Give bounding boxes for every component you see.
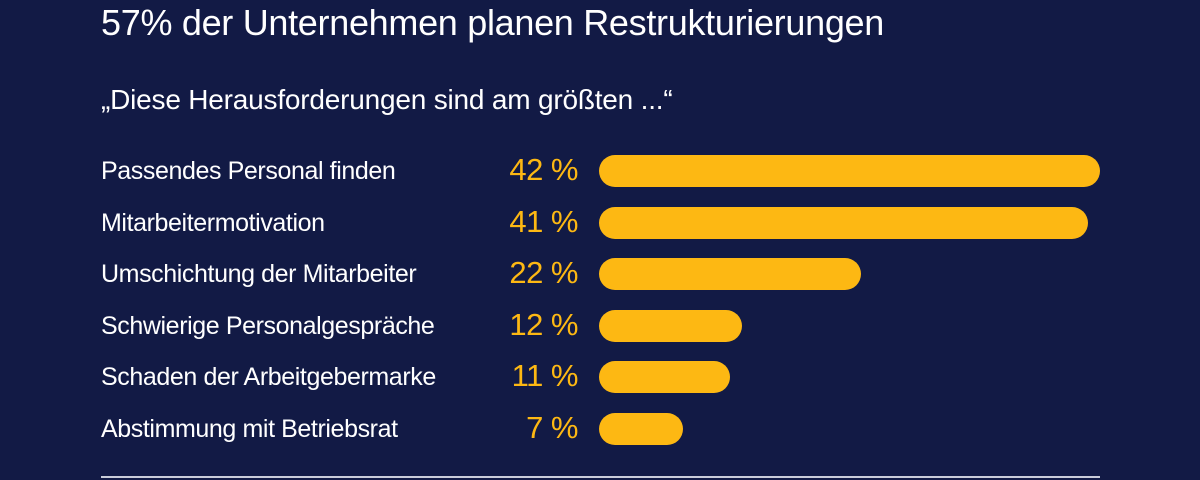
- category-label: Umschichtung der Mitarbeiter: [101, 260, 417, 289]
- value-label: 12 %: [509, 306, 578, 342]
- value-label: 22 %: [509, 255, 578, 291]
- bar: [599, 206, 1089, 239]
- bar: [599, 413, 683, 445]
- bar: [599, 361, 731, 394]
- value-label: 41 %: [509, 203, 578, 239]
- bar: [599, 155, 1100, 187]
- bar-row: Abstimmung mit Betriebsrat 7 %: [0, 410, 1200, 465]
- category-label: Abstimmung mit Betriebsrat: [101, 415, 398, 443]
- chart-subtitle: „Diese Herausforderungen sind am größten…: [101, 84, 673, 115]
- category-label: Schaden der Arbeitgebermarke: [101, 363, 436, 392]
- bottom-divider: [101, 476, 1100, 478]
- chart-title: 57% der Unternehmen planen Restrukturier…: [101, 2, 884, 43]
- bar-row: Schwierige Personalgespräche 12 %: [0, 306, 1200, 362]
- bar-row: Schaden der Arbeitgebermarke 11 %: [0, 358, 1200, 413]
- value-label: 11 %: [511, 358, 579, 394]
- value-label: 42 %: [509, 152, 578, 187]
- value-label: 7 %: [526, 410, 578, 445]
- bar-row: Mitarbeitermotivation 41 %: [0, 203, 1200, 259]
- category-label: Schwierige Personalgespräche: [101, 311, 435, 340]
- bar-row: Umschichtung der Mitarbeiter 22 %: [0, 255, 1200, 310]
- bar-row: Passendes Personal finden 42 %: [0, 152, 1200, 207]
- category-label: Mitarbeitermotivation: [101, 208, 325, 237]
- bar: [599, 309, 743, 342]
- category-label: Passendes Personal finden: [101, 157, 396, 185]
- bar: [599, 258, 862, 291]
